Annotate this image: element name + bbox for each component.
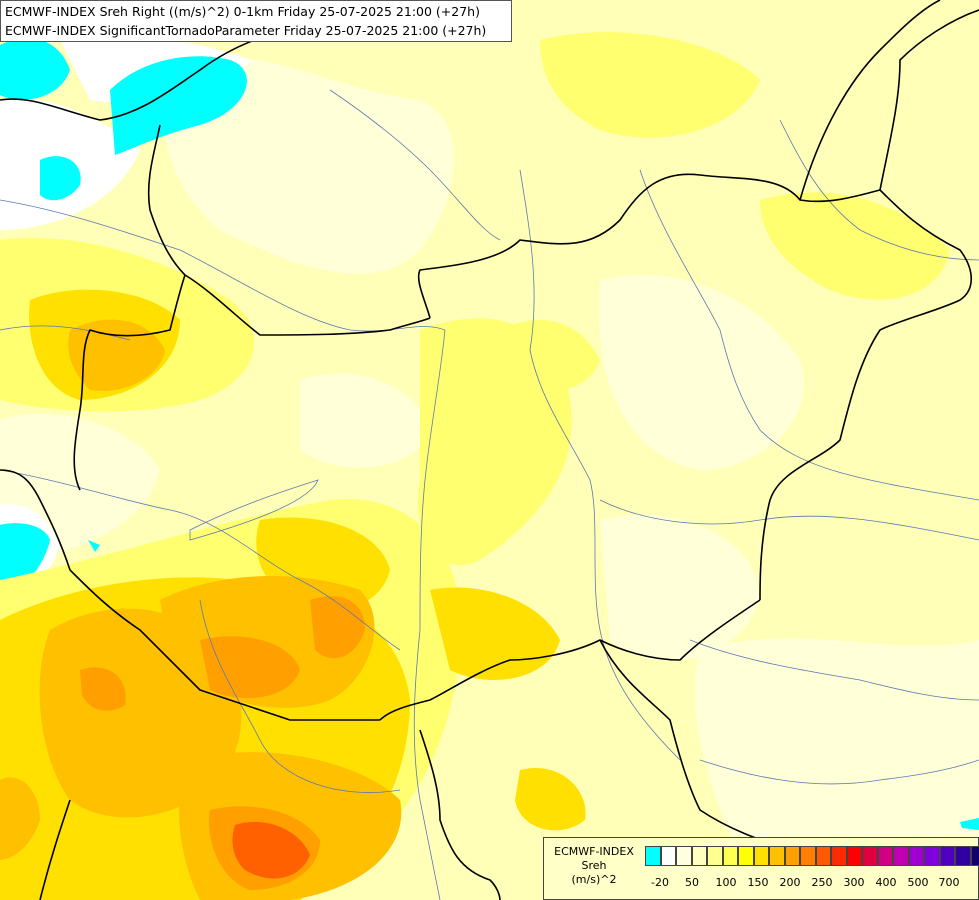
legend-tick-label: 700 [938,876,960,889]
legend-swatch [831,846,847,866]
map-title-line-1: ECMWF-INDEX Sreh Right ((m/s)^2) 0-1km F… [5,4,480,19]
map-title-box: ECMWF-INDEX Sreh Right ((m/s)^2) 0-1km F… [0,0,512,42]
legend-swatch [955,846,971,866]
legend-tick-label: 300 [843,876,865,889]
legend-swatch [924,846,940,866]
map-title-line-2: ECMWF-INDEX SignificantTornadoParameter … [5,23,487,38]
legend-tick-label: 100 [715,876,737,889]
legend-swatches [645,846,979,866]
legend-swatch [645,846,661,866]
legend-swatch [676,846,692,866]
legend-swatch [815,846,831,866]
legend-swatch [707,846,723,866]
legend-tick-label: 50 [685,876,699,889]
legend-swatch [970,846,979,866]
color-legend: ECMWF-INDEX Sreh (m/s)^2 -20 50 100 150 200 2… [543,837,979,900]
peak-helicity-areas [232,821,310,879]
legend-swatch [800,846,816,866]
legend-swatch [846,846,862,866]
legend-swatch [769,846,785,866]
legend-tick-label: -20 [651,876,669,889]
legend-tick-label: 200 [779,876,801,889]
legend-swatch [660,846,676,866]
legend-swatch [753,846,769,866]
legend-variable-label: Sreh [581,859,607,872]
legend-swatch [877,846,893,866]
legend-swatch [691,846,707,866]
legend-swatch [738,846,754,866]
legend-swatch [939,846,955,866]
legend-tick-label: 250 [811,876,833,889]
low-helicity-areas [0,55,979,900]
legend-tick-label: 500 [907,876,929,889]
legend-swatch [908,846,924,866]
legend-tick-label: 150 [747,876,769,889]
legend-swatch [893,846,909,866]
legend-swatch [722,846,738,866]
legend-swatch [862,846,878,866]
legend-tick-label: 400 [875,876,897,889]
legend-model-label: ECMWF-INDEX [554,845,634,858]
legend-unit-label: (m/s)^2 [571,873,617,886]
legend-swatch [784,846,800,866]
